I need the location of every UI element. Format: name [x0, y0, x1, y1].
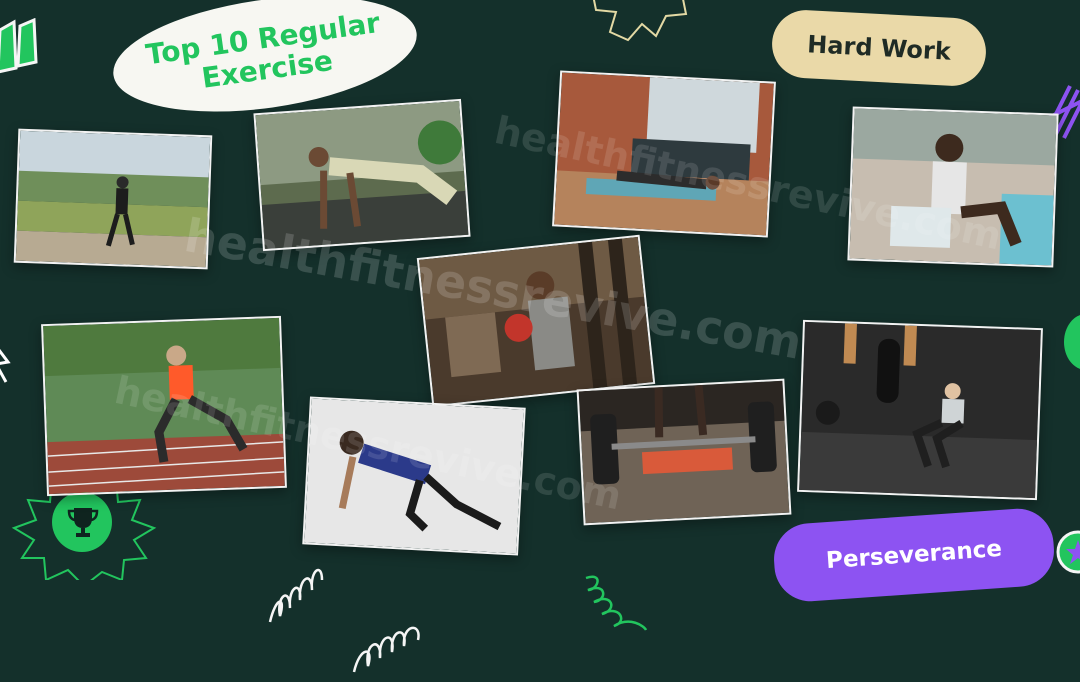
photo-plank [552, 70, 776, 238]
photo-bicep-curl [416, 234, 656, 408]
photo-deadlift [576, 378, 792, 526]
squiggle-icon [266, 556, 326, 628]
star-badge-icon [1052, 528, 1080, 588]
hard-work-label: Hard Work [770, 8, 988, 88]
perseverance-label: Perseverance [771, 506, 1057, 604]
quote-icon [0, 17, 40, 78]
photo-running [13, 128, 213, 270]
squiggle-icon [352, 622, 432, 678]
photo-mountain-climber [302, 396, 526, 556]
photo-push-up [253, 98, 471, 252]
photo-squat [797, 319, 1043, 501]
sunburst-icon [552, 0, 702, 66]
green-leaf-shape [1060, 312, 1080, 372]
photo-lunge [41, 315, 287, 497]
spark-icon [0, 342, 12, 386]
photo-sit-up [847, 106, 1059, 268]
trophy-icon [66, 504, 100, 540]
squiggle-icon [584, 568, 650, 632]
